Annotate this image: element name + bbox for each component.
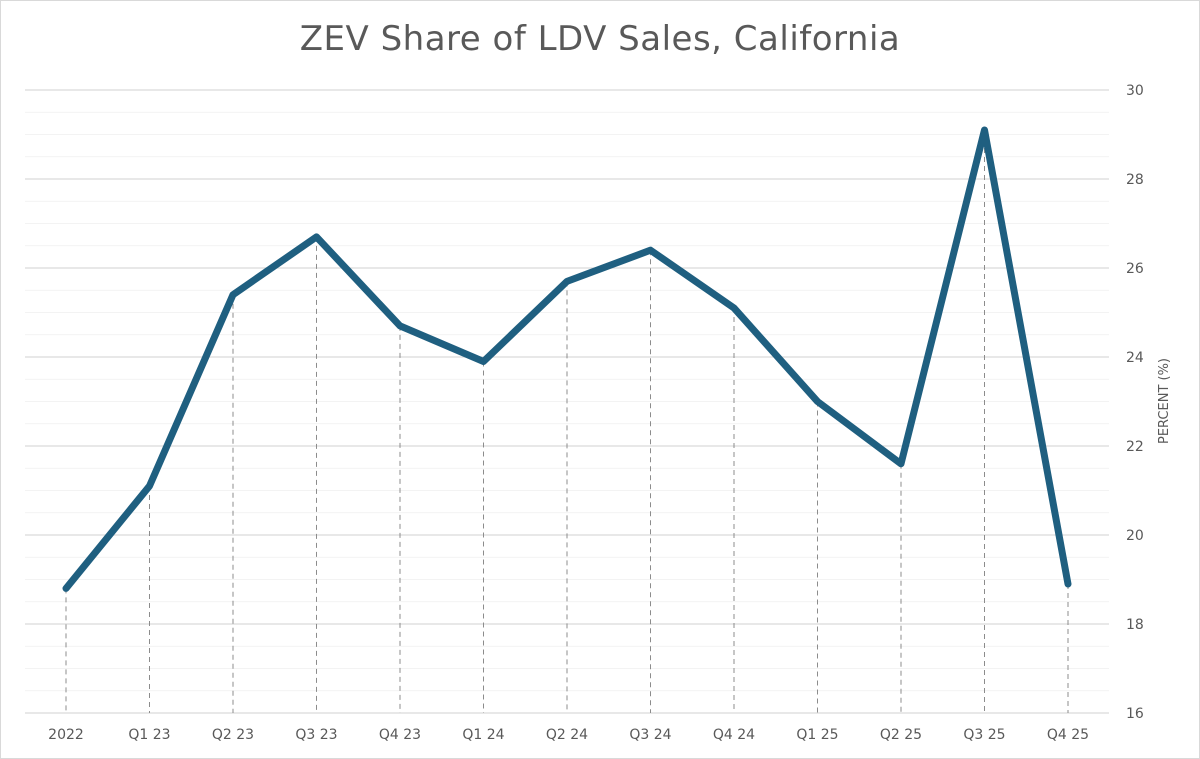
data-point: [481, 358, 486, 364]
series: [62, 126, 1072, 592]
x-tick-label: Q1 24: [462, 727, 504, 743]
data-point: [564, 278, 570, 284]
x-tick-label: Q2 23: [212, 727, 254, 743]
y-tick-label: 30: [1126, 83, 1144, 99]
data-point: [815, 399, 820, 404]
x-tick-label: Q2 25: [880, 727, 922, 743]
y-axis-ticks: 16 18 20 22 24 26 28 30: [1126, 83, 1144, 722]
x-tick-label: Q3 24: [629, 727, 671, 743]
y-tick-label: 24: [1126, 350, 1144, 366]
x-tick-label: Q4 23: [379, 727, 421, 743]
x-tick-label: Q2 24: [546, 727, 588, 743]
y-tick-label: 22: [1126, 439, 1144, 455]
data-point: [898, 461, 904, 467]
data-point: [147, 483, 152, 489]
data-point: [1065, 581, 1071, 587]
y-tick-label: 20: [1126, 528, 1144, 544]
data-point: [230, 292, 236, 298]
y-tick-label: 16: [1126, 706, 1144, 722]
data-point: [63, 585, 69, 591]
chart-title: ZEV Share of LDV Sales, California: [299, 19, 901, 59]
x-tick-label: Q1 25: [796, 727, 838, 743]
x-tick-label: Q4 24: [713, 727, 755, 743]
data-point: [982, 127, 987, 133]
x-tick-label: Q1 23: [128, 727, 170, 743]
y-tick-label: 26: [1126, 261, 1144, 277]
data-point: [731, 305, 737, 311]
y-axis-label: PERCENT (%): [1157, 358, 1172, 444]
data-point: [397, 323, 403, 329]
y-tick-label: 18: [1126, 617, 1144, 633]
x-tick-label: Q3 23: [295, 727, 337, 743]
y-tick-label: 28: [1126, 172, 1144, 188]
x-tick-label: Q4 25: [1047, 727, 1089, 743]
x-tick-label: Q3 25: [963, 727, 1005, 743]
x-axis-ticks: 2022 Q1 23 Q2 23 Q3 23 Q4 23 Q1 24 Q2 24 Q3 24 Q…: [48, 727, 1089, 743]
data-point: [648, 247, 653, 253]
data-point: [314, 234, 319, 240]
drop-lines: [65, 130, 1069, 713]
x-tick-label: 2022: [48, 727, 84, 743]
